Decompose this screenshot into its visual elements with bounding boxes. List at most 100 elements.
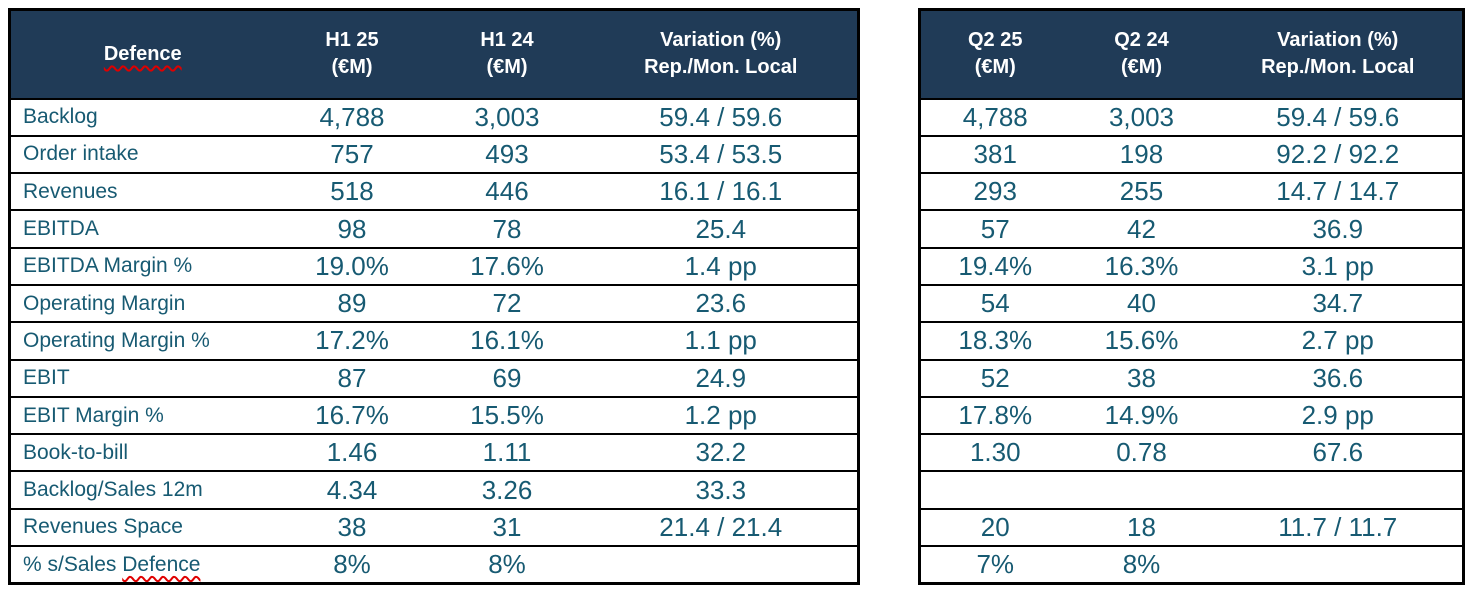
variation-value-cell: 36.6: [1213, 358, 1464, 398]
q2-25-value-cell: 17.8%: [919, 395, 1070, 436]
variation-header-cell: Variation (%) Rep./Mon. Local: [584, 8, 859, 100]
metric-label-cell: EBITDA: [9, 209, 275, 249]
variation-value-cell: 1.1 pp: [584, 321, 859, 361]
variation-header-cell: Variation (%) Rep./Mon. Local: [1213, 8, 1464, 100]
table-row: [919, 470, 1464, 510]
metric-label-cell: Book-to-bill: [9, 433, 275, 473]
h1-25-header-cell: H1 25 (€M): [274, 8, 430, 100]
table-row: EBITDA Margin % 19.0% 17.6% 1.4 pp: [9, 246, 859, 286]
h1-24-value-cell: 16.1%: [429, 321, 585, 361]
row-label-misspelled-word: Defence: [122, 552, 201, 576]
q2-25-value-cell: 4,788: [919, 97, 1070, 137]
q2-24-value-cell: 0.78: [1069, 433, 1214, 473]
column-header-line2: (€M): [486, 56, 528, 79]
h1-25-value-cell: 4,788: [274, 97, 430, 137]
q2-25-value-cell: 19.4%: [919, 246, 1070, 286]
table-row: Backlog/Sales 12m 4.34 3.26 33.3: [9, 470, 859, 510]
header-row: Defence H1 25 (€M) H1 24 (€M) Variation …: [9, 8, 859, 100]
variation-value-cell: 14.7 / 14.7: [1213, 172, 1464, 212]
h1-24-header-cell: H1 24 (€M): [429, 8, 585, 100]
h1-24-value-cell: 1.11: [429, 433, 585, 473]
column-header-line1: Q2 24: [1114, 29, 1169, 52]
table-row: Revenues 518 446 16.1 / 16.1: [9, 172, 859, 212]
table-row: 52 38 36.6: [919, 358, 1464, 398]
column-header-line1: Variation (%): [660, 29, 782, 52]
q2-25-value-cell: 381: [919, 134, 1070, 175]
h1-24-value-cell: 3.26: [429, 470, 585, 510]
variation-value-cell: 59.4 / 59.6: [1213, 97, 1464, 137]
defence-header-label: Defence: [103, 42, 182, 65]
column-header-line2: (€M): [974, 56, 1016, 79]
column-header-line1: Q2 25: [968, 29, 1023, 52]
table-row: Operating Margin % 17.2% 16.1% 1.1 pp: [9, 321, 859, 361]
h1-25-value-cell: 17.2%: [274, 321, 430, 361]
variation-value-cell: 33.3: [584, 470, 859, 510]
h1-24-value-cell: 31: [429, 507, 585, 548]
variation-value-cell: 53.4 / 53.5: [584, 134, 859, 175]
h1-25-value-cell: 757: [274, 134, 430, 175]
table-row: 4,788 3,003 59.4 / 59.6: [919, 97, 1464, 137]
h1-25-value-cell: 38: [274, 507, 430, 548]
variation-value-cell: 24.9: [584, 358, 859, 398]
table-row: Book-to-bill 1.46 1.11 32.2: [9, 433, 859, 473]
h1-24-value-cell: 69: [429, 358, 585, 398]
h1-25-value-cell: 1.46: [274, 433, 430, 473]
q2-24-value-cell: 255: [1069, 172, 1214, 212]
q2-24-value-cell: [1069, 470, 1214, 510]
q2-24-value-cell: 16.3%: [1069, 246, 1214, 286]
table-row: Order intake 757 493 53.4 / 53.5: [9, 134, 859, 175]
table-row: 381 198 92.2 / 92.2: [919, 134, 1464, 175]
h1-24-value-cell: 15.5%: [429, 395, 585, 436]
q2-25-value-cell: 20: [919, 507, 1070, 548]
column-header-line2: (€M): [331, 56, 373, 79]
q2-24-value-cell: 3,003: [1069, 97, 1214, 137]
table-row: 54 40 34.7: [919, 283, 1464, 324]
variation-value-cell: 92.2 / 92.2: [1213, 134, 1464, 175]
defence-header-cell: Defence: [9, 8, 275, 100]
variation-value-cell: 21.4 / 21.4: [584, 507, 859, 548]
variation-value-cell: 16.1 / 16.1: [584, 172, 859, 212]
variation-value-cell: 23.6: [584, 283, 859, 324]
h1-24-value-cell: 493: [429, 134, 585, 175]
table-row: 1.30 0.78 67.6: [919, 433, 1464, 473]
h1-25-value-cell: 8%: [274, 545, 430, 585]
h1-24-value-cell: 72: [429, 283, 585, 324]
q2-25-value-cell: 18.3%: [919, 321, 1070, 361]
metric-label-cell: EBIT: [9, 358, 275, 398]
q2-25-value-cell: [919, 470, 1070, 510]
column-header-line1: H1 25: [325, 29, 379, 52]
variation-value-cell: 34.7: [1213, 283, 1464, 324]
q2-24-value-cell: 40: [1069, 283, 1214, 324]
metric-label-cell: Revenues Space: [9, 507, 275, 548]
defence-h1-table: Defence H1 25 (€M) H1 24 (€M) Variation …: [8, 8, 860, 585]
q2-24-value-cell: 18: [1069, 507, 1214, 548]
variation-value-cell: [1213, 545, 1464, 585]
defence-q2-table: Q2 25 (€M) Q2 24 (€M) Variation (%) Rep.…: [918, 8, 1465, 585]
column-header-line2: Rep./Mon. Local: [644, 56, 798, 79]
q2-25-value-cell: 52: [919, 358, 1070, 398]
h1-25-value-cell: 19.0%: [274, 246, 430, 286]
table-row: EBIT 87 69 24.9: [9, 358, 859, 398]
table-row: 293 255 14.7 / 14.7: [919, 172, 1464, 212]
metric-label-cell: Order intake: [9, 134, 275, 175]
q2-25-value-cell: 7%: [919, 545, 1070, 585]
h1-25-value-cell: 16.7%: [274, 395, 430, 436]
table-row: 17.8% 14.9% 2.9 pp: [919, 395, 1464, 436]
h1-25-value-cell: 518: [274, 172, 430, 212]
table-row: % s/Sales Defence 8% 8%: [9, 545, 859, 585]
h1-24-value-cell: 3,003: [429, 97, 585, 137]
table-row: 7% 8%: [919, 545, 1464, 585]
metric-label-cell: EBIT Margin %: [9, 395, 275, 436]
variation-value-cell: 1.4 pp: [584, 246, 859, 286]
h1-24-value-cell: 8%: [429, 545, 585, 585]
variation-value-cell: 3.1 pp: [1213, 246, 1464, 286]
row-label-text: % s/Sales: [23, 552, 123, 576]
q2-24-value-cell: 42: [1069, 209, 1214, 249]
q2-25-value-cell: 54: [919, 283, 1070, 324]
column-header-line2: (€M): [1120, 56, 1163, 79]
h1-25-value-cell: 87: [274, 358, 430, 398]
table-row: 18.3% 15.6% 2.7 pp: [919, 321, 1464, 361]
h1-24-value-cell: 17.6%: [429, 246, 585, 286]
q2-24-header-cell: Q2 24 (€M): [1069, 8, 1214, 100]
table-row: 19.4% 16.3% 3.1 pp: [919, 246, 1464, 286]
